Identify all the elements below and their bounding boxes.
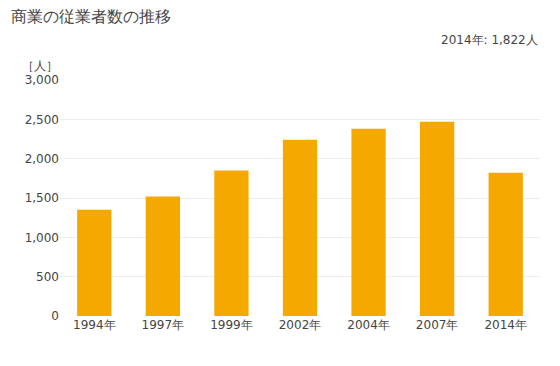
svg-text:［人］: ［人］ xyxy=(22,59,58,73)
svg-text:2,000: 2,000 xyxy=(25,152,59,166)
svg-text:1997年: 1997年 xyxy=(142,318,185,332)
svg-text:3,000: 3,000 xyxy=(25,73,59,87)
svg-text:2007年: 2007年 xyxy=(416,318,459,332)
svg-text:商業の従業者数の推移: 商業の従業者数の推移 xyxy=(11,7,171,26)
svg-text:2014年: 2014年 xyxy=(484,318,527,332)
svg-text:1999年: 1999年 xyxy=(210,318,253,332)
svg-text:1994年: 1994年 xyxy=(73,318,116,332)
svg-text:1,000: 1,000 xyxy=(25,231,59,245)
svg-text:0: 0 xyxy=(51,309,59,323)
svg-text:2002年: 2002年 xyxy=(279,318,322,332)
svg-text:2004年: 2004年 xyxy=(347,318,390,332)
svg-text:1,500: 1,500 xyxy=(25,191,59,205)
svg-text:500: 500 xyxy=(36,270,59,284)
svg-text:2014年: 1,822人: 2014年: 1,822人 xyxy=(441,33,538,47)
svg-text:2,500: 2,500 xyxy=(25,113,59,127)
